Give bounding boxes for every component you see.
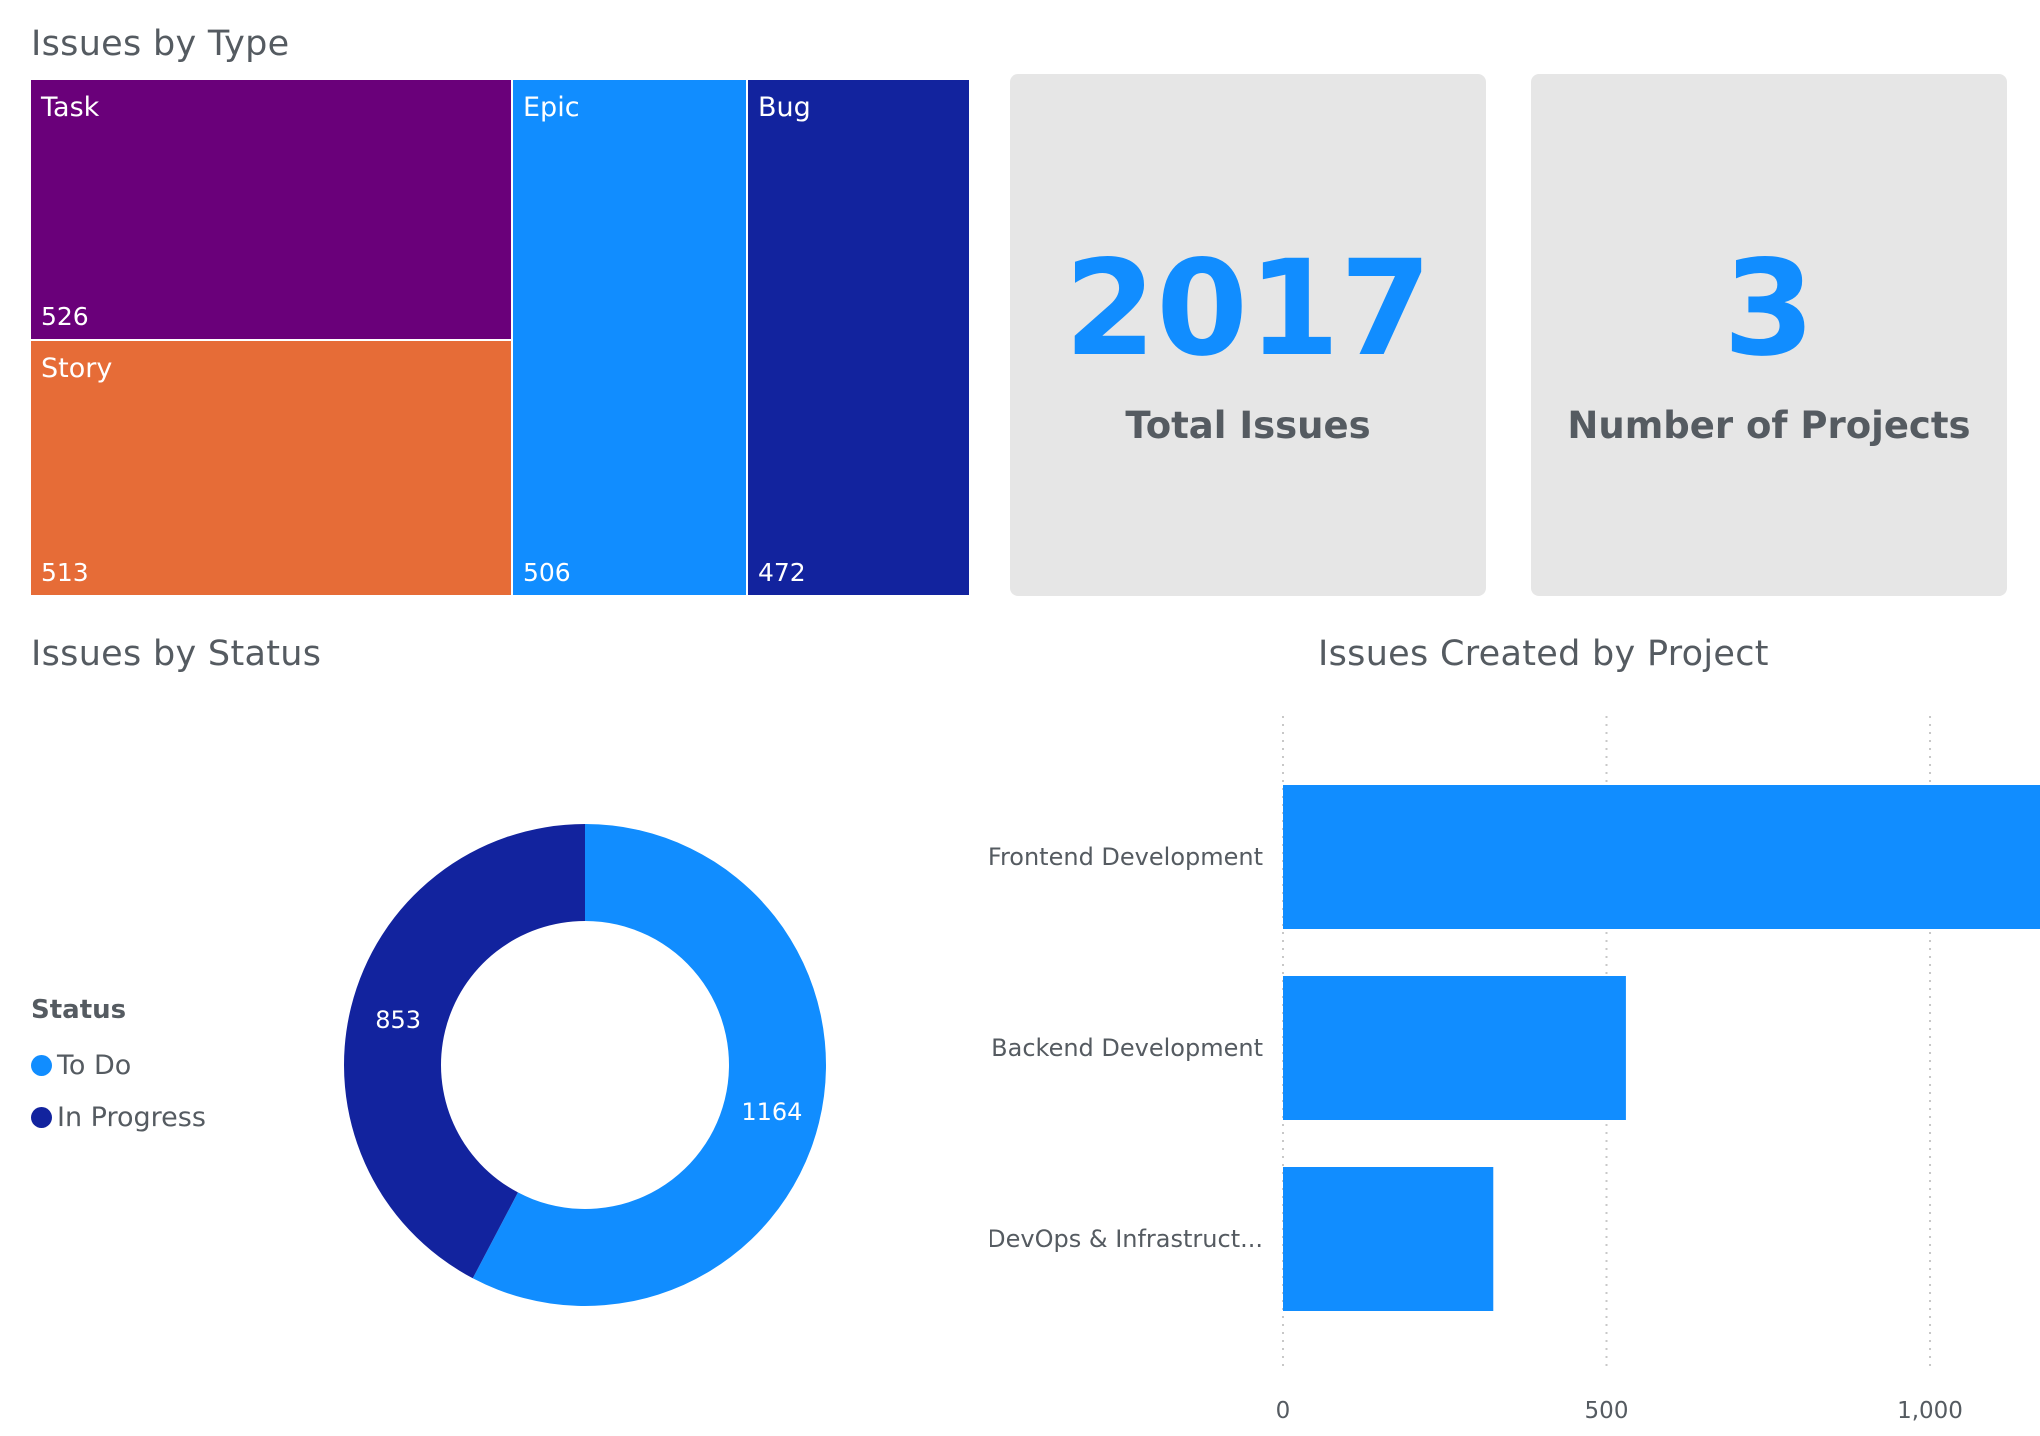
legend-item-label: To Do: [57, 1049, 132, 1081]
y-category-label: Backend Development: [991, 1034, 1263, 1062]
issues-by-project-bar-chart: 0 500 1,000 Frontend Development Backend Dev…: [990, 716, 2040, 1424]
number-of-projects-card: 3 Number of Projects: [1531, 74, 2007, 596]
number-of-projects-value: 3: [1723, 232, 1815, 386]
donut-slice-in-progress[interactable]: [343, 824, 585, 1279]
x-tick-label: 0: [1276, 1398, 1291, 1424]
donut-data-label: 1164: [741, 1098, 802, 1126]
bar-2[interactable]: [1283, 1167, 1494, 1311]
issues-by-type-treemap: Task 526 Story 513 Epic 506 Bug 472: [31, 80, 969, 595]
treemap-tile-value: 506: [523, 558, 571, 587]
bar-1[interactable]: [1283, 976, 1626, 1120]
treemap-tile-task[interactable]: Task 526: [31, 80, 511, 339]
treemap-tile-value: 472: [758, 558, 806, 587]
x-tick-label: 1,000: [1897, 1398, 1963, 1424]
total-issues-label: Total Issues: [1125, 404, 1371, 447]
number-of-projects-label: Number of Projects: [1567, 404, 1971, 447]
treemap-tile-label: Story: [41, 353, 113, 384]
y-category-label: DevOps & Infrastruct...: [990, 1225, 1263, 1253]
treemap-tile-story[interactable]: Story 513: [31, 341, 511, 595]
y-category-label: Frontend Development: [990, 843, 1263, 871]
legend-item-to-do[interactable]: To Do: [31, 1039, 206, 1091]
treemap-tile-bug[interactable]: Bug 472: [748, 80, 969, 595]
total-issues-value: 2017: [1064, 232, 1432, 386]
treemap-tile-label: Bug: [758, 92, 811, 123]
x-tick-label: 500: [1585, 1398, 1629, 1424]
legend-title: Status: [31, 995, 127, 1025]
treemap-tile-value: 526: [41, 302, 89, 331]
total-issues-card: 2017 Total Issues: [1010, 74, 1486, 596]
project-chart-title: Issues Created by Project: [1318, 634, 1769, 674]
treemap-tile-label: Task: [41, 92, 100, 123]
issues-by-status-donut: 1164 853: [343, 824, 826, 1306]
legend-item-in-progress[interactable]: In Progress: [31, 1091, 206, 1143]
status-chart-title: Issues by Status: [31, 634, 322, 674]
status-legend: Status To Do In Progress: [31, 995, 206, 1143]
donut-data-label: 853: [375, 1006, 421, 1034]
legend-dot-icon: [31, 1054, 52, 1076]
treemap-tile-epic[interactable]: Epic 506: [513, 80, 746, 595]
bar-0[interactable]: [1283, 785, 2040, 929]
donut-slice-to-do[interactable]: [472, 824, 826, 1306]
treemap-title: Issues by Type: [31, 24, 290, 64]
treemap-tile-value: 513: [41, 558, 89, 587]
legend-dot-icon: [31, 1106, 52, 1128]
treemap-tile-label: Epic: [523, 92, 580, 123]
legend-item-label: In Progress: [57, 1101, 206, 1133]
